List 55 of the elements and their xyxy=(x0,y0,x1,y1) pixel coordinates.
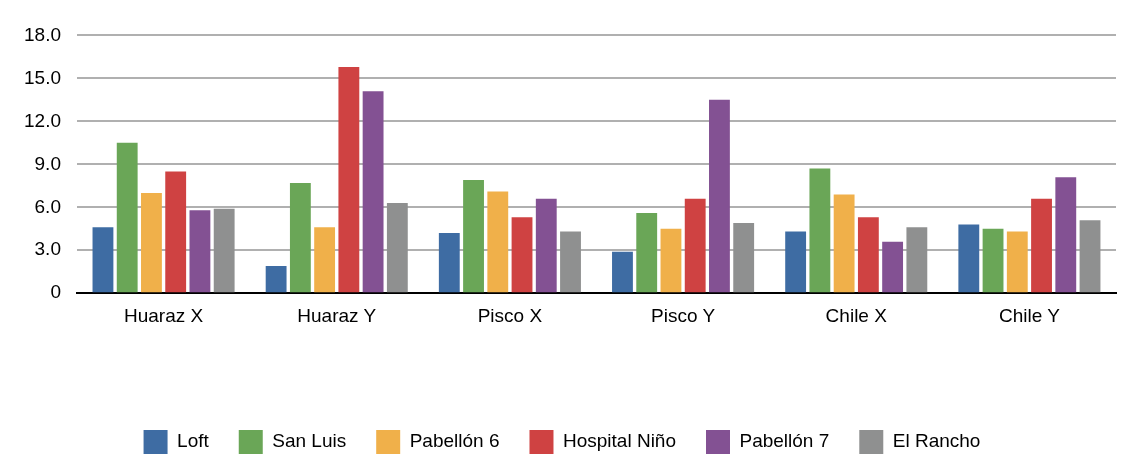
bar xyxy=(289,182,311,293)
y-tick-label: 18.0 xyxy=(24,23,61,45)
bar xyxy=(785,231,807,293)
bar xyxy=(958,224,980,293)
bar xyxy=(660,228,682,293)
y-tick-label: 3.0 xyxy=(34,238,61,260)
bar xyxy=(116,142,138,293)
y-tick-label: 9.0 xyxy=(34,152,61,174)
bar xyxy=(314,227,336,293)
bar xyxy=(857,217,879,293)
bar xyxy=(487,191,509,293)
bar xyxy=(636,213,658,293)
x-tick-label: Chile Y xyxy=(998,304,1061,326)
bar xyxy=(535,198,557,293)
bar xyxy=(1006,231,1028,293)
y-tick-label: 12.0 xyxy=(24,109,61,131)
bar xyxy=(265,265,287,293)
bar xyxy=(165,171,187,293)
legend-label: Pabellón 7 xyxy=(739,430,830,452)
bar xyxy=(511,217,533,293)
bar xyxy=(1031,198,1052,293)
bar xyxy=(189,210,211,293)
bar xyxy=(92,227,114,293)
bar xyxy=(882,241,904,293)
bar xyxy=(809,168,831,293)
y-tick-label: 15.0 xyxy=(24,66,61,88)
x-tick-label: Pisco X xyxy=(477,304,543,326)
bar xyxy=(833,194,855,293)
bar xyxy=(560,231,581,293)
legend-label: Loft xyxy=(177,430,210,452)
legend-label: Hospital Niño xyxy=(562,430,676,452)
legend-label: Pabellón 6 xyxy=(409,430,500,452)
bar xyxy=(709,99,730,293)
x-tick-label: Huaraz X xyxy=(123,304,204,326)
bar xyxy=(362,91,384,293)
x-tick-label: Pisco Y xyxy=(651,304,716,326)
bar xyxy=(612,251,633,293)
bar xyxy=(906,227,928,293)
bar xyxy=(1079,220,1101,293)
bar xyxy=(213,208,235,293)
bar xyxy=(733,223,755,293)
bar xyxy=(386,202,408,293)
y-tick-label: 6.0 xyxy=(34,195,61,217)
y-tick-label: 0 xyxy=(50,281,61,303)
legend-label: El Rancho xyxy=(892,430,981,452)
bar xyxy=(338,66,360,293)
legend-label: San Luis xyxy=(272,430,347,452)
bar xyxy=(141,192,162,293)
bar xyxy=(438,233,460,293)
bar xyxy=(684,198,706,293)
bar xyxy=(982,228,1004,293)
x-tick-label: Chile X xyxy=(825,304,888,326)
bar xyxy=(1055,177,1077,293)
x-tick-label: Huaraz Y xyxy=(297,304,377,326)
bar xyxy=(463,180,484,293)
